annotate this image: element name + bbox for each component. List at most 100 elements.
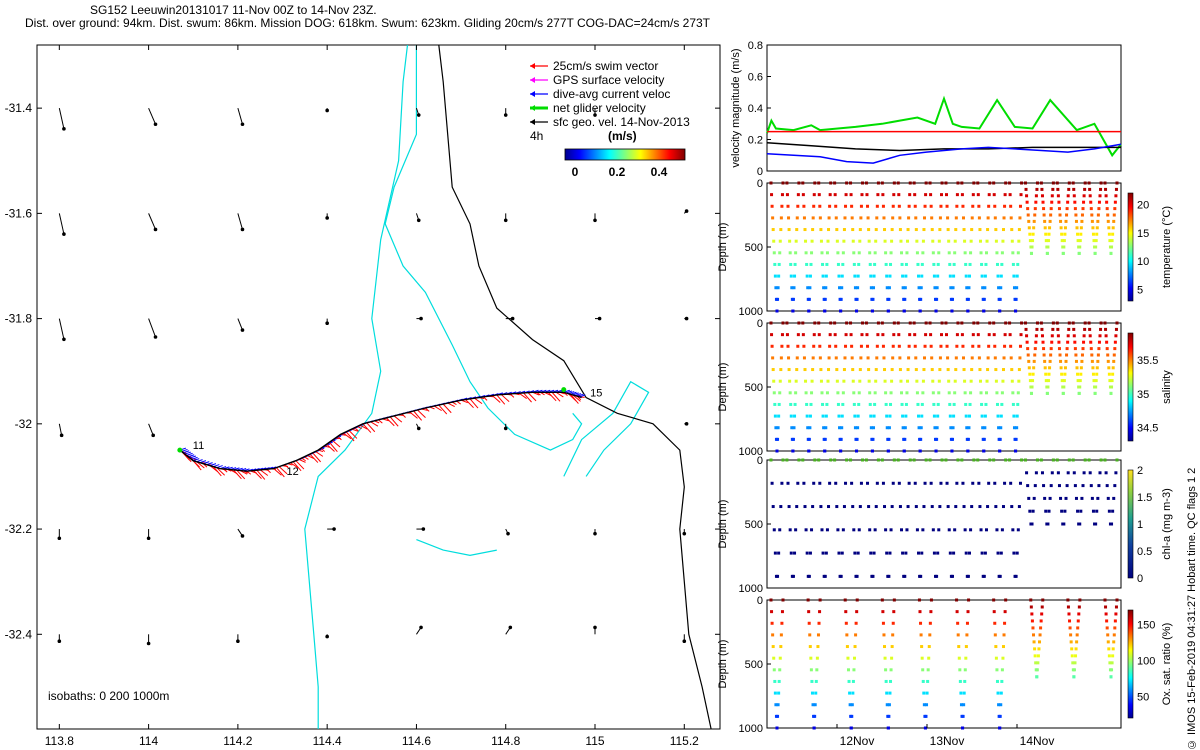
profile-marker [1057,207,1061,211]
profile-marker [1110,385,1114,389]
profile-marker [1031,239,1035,243]
profile-marker [868,402,872,406]
profile-marker [778,391,782,395]
profile-marker [1080,213,1084,217]
colorbar-tick-label: 35.5 [1137,355,1158,367]
profile-marker [871,574,875,578]
profile-marker [857,528,861,532]
panel-colorbar [1127,192,1134,302]
geo-velocity-arrowhead [593,113,597,117]
profile-marker [1010,368,1014,372]
swim-vector [393,415,403,423]
profile-marker [986,228,990,232]
profile-marker [773,402,777,406]
profile-marker [873,528,877,532]
profile-marker [891,481,895,485]
profile-marker [833,458,837,462]
profile-marker [892,321,896,325]
profile-marker [1090,496,1094,500]
swim-vector [362,423,372,433]
profile-marker [986,216,990,220]
profile-marker [1029,251,1033,255]
profile-marker [922,368,926,372]
profile-marker [771,368,775,372]
profile-marker [792,286,796,290]
profile-marker [929,333,933,337]
profile-marker [883,505,887,509]
depth-y-tick-label: 1000 [739,583,763,595]
profile-marker [915,251,919,255]
profile-marker [846,668,850,672]
geo-velocity-arrow [148,318,156,338]
depth-y-tick-label: 1000 [739,306,763,318]
profile-marker [1040,327,1044,331]
profile-marker [844,333,848,337]
profile-marker [1024,187,1028,191]
profile-marker [781,458,785,462]
profile-marker [1026,353,1030,357]
profile-marker [994,239,998,243]
panel-colorbar [1127,609,1134,719]
profile-marker [1050,340,1054,344]
profile-marker [1051,321,1055,325]
swim-vector [212,466,222,477]
profile-marker [904,262,908,266]
profile-marker [1049,207,1053,211]
profile-marker [1027,366,1031,370]
profile-marker [886,309,890,313]
geo-velocity-arrowhead [597,316,602,321]
profile-marker [1108,661,1112,665]
profile-marker [949,286,953,290]
profile-marker [788,379,792,383]
profile-marker [824,286,828,290]
profile-marker [776,714,780,718]
profile-marker [1109,391,1113,395]
profile-marker [802,356,806,360]
profile-marker [966,610,970,614]
swim-vector [216,467,225,476]
profile-marker [1114,194,1118,198]
profile-marker [847,679,851,683]
profile-marker [962,691,966,695]
profile-marker [801,458,805,462]
profile-marker [1067,612,1071,616]
profile-marker [984,251,988,255]
profile-marker [976,333,980,337]
profile-marker [852,656,856,660]
profile-marker [825,528,829,532]
profile-marker [1057,200,1061,204]
profile-marker [892,458,896,462]
swim-vector [401,413,406,418]
profile-marker [841,402,845,406]
profile-marker [805,262,809,266]
profile-marker [920,402,924,406]
profile-marker [890,645,894,649]
geo-velocity-arrowhead [503,113,508,117]
profile-marker [827,228,831,232]
profile-marker [817,621,821,625]
profile-marker [962,228,966,232]
profile-marker [885,414,889,418]
profile-marker [1070,647,1074,651]
profile-marker [969,251,973,255]
profile-marker [809,656,813,660]
profile-marker [1090,213,1094,217]
profile-marker [946,368,950,372]
profile-marker [803,368,807,372]
profile-marker [966,297,970,301]
profile-marker [983,286,987,290]
profile-marker [937,528,941,532]
profile-marker [923,356,927,360]
profile-marker [874,239,878,243]
profile-marker [955,193,959,197]
profile-marker [1015,426,1019,430]
geo-velocity-arrowhead [146,641,151,646]
profile-marker [865,193,869,197]
profile-marker [1114,327,1118,331]
profile-marker [786,204,790,208]
profile-marker [1104,327,1108,331]
profile-marker [1106,640,1110,644]
profile-marker [1032,633,1036,637]
profile-marker [944,181,948,185]
swim-vector [343,432,352,440]
